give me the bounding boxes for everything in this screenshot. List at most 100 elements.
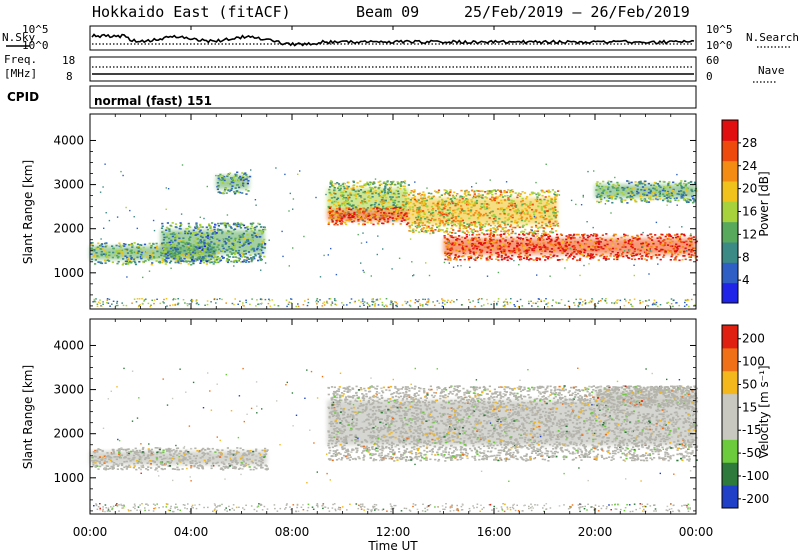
- noise-cell: [690, 240, 693, 243]
- echo-cell: [461, 230, 464, 233]
- noise-cell: [126, 249, 129, 251]
- echo-cell: [580, 248, 584, 251]
- echo-cell: [260, 245, 263, 247]
- echo-cell: [516, 225, 519, 227]
- echo-cell: [610, 196, 613, 198]
- echo-cell: [648, 197, 652, 200]
- echo-cell: [472, 213, 475, 216]
- echo-cell: [350, 187, 353, 190]
- echo-cell: [447, 204, 450, 206]
- noise-cell: [413, 274, 415, 276]
- echo-cell: [258, 223, 261, 226]
- echo-cell: [453, 244, 456, 246]
- echo-cell: [550, 199, 553, 202]
- echo-cell: [352, 220, 356, 222]
- echo-cell: [540, 209, 543, 211]
- ground-cell: [106, 299, 109, 301]
- echo-cell: [461, 209, 464, 211]
- echo-cell: [232, 454, 235, 456]
- echo-cell: [630, 198, 633, 201]
- echo-cell: [380, 183, 383, 186]
- echo-cell: [516, 236, 519, 239]
- echo-cell: [509, 195, 512, 198]
- noise-cell: [685, 194, 687, 196]
- echo-cell: [259, 259, 262, 261]
- echo-cell: [187, 244, 190, 247]
- echo-cell: [638, 183, 641, 185]
- ground-cell: [191, 299, 194, 302]
- ground-cell: [342, 304, 345, 306]
- echo-cell: [247, 261, 250, 263]
- echo-cell: [625, 255, 628, 257]
- echo-cell: [108, 254, 111, 257]
- echo-cell: [445, 222, 448, 224]
- echo-cell: [640, 256, 643, 258]
- echo-cell: [427, 218, 430, 221]
- echo-cell: [619, 248, 622, 251]
- echo-cell: [173, 457, 176, 460]
- echo-cell: [234, 187, 237, 189]
- echo-cell: [638, 253, 642, 255]
- echo-cell: [381, 214, 384, 216]
- echo-cell: [328, 210, 331, 213]
- echo-cell: [196, 228, 200, 230]
- echo-cell: [457, 201, 460, 204]
- noise-cell: [152, 219, 155, 222]
- echo-cell: [199, 457, 202, 459]
- echo-cell: [503, 222, 506, 224]
- echo-cell: [136, 460, 139, 462]
- echo-cell: [261, 232, 264, 234]
- echo-cell: [686, 192, 689, 195]
- echo-cell: [259, 254, 262, 257]
- echo-cell: [209, 225, 212, 228]
- echo-cell: [217, 464, 221, 467]
- echo-cell: [125, 468, 128, 470]
- echo-cell: [643, 189, 646, 192]
- echo-cell: [221, 181, 224, 184]
- echo-cell: [501, 221, 504, 223]
- echo-cell: [490, 199, 493, 202]
- echo-cell: [622, 189, 625, 191]
- freq-units-label: [MHz]: [4, 67, 37, 80]
- echo-cell: [514, 219, 517, 222]
- echo-cell: [95, 247, 98, 250]
- echo-cell: [520, 200, 523, 203]
- echo-cell: [622, 193, 625, 196]
- echo-cell: [104, 468, 107, 471]
- noise-cell: [441, 203, 443, 206]
- echo-cell: [173, 233, 176, 236]
- echo-cell: [446, 222, 449, 224]
- echo-cell: [453, 191, 456, 194]
- echo-cell: [631, 252, 634, 255]
- echo-cell: [523, 234, 526, 236]
- echo-cell: [488, 257, 491, 259]
- echo-cell: [264, 228, 267, 231]
- echo-cell: [458, 228, 461, 230]
- echo-cell: [332, 185, 335, 187]
- echo-cell: [207, 246, 210, 249]
- echo-cell: [467, 231, 470, 234]
- echo-cell: [172, 249, 175, 252]
- echo-cell: [525, 219, 528, 221]
- echo-cell: [236, 222, 239, 224]
- ground-cell: [139, 304, 141, 306]
- echo-cell: [631, 235, 634, 238]
- echo-cell: [639, 181, 642, 184]
- echo-cell: [567, 241, 570, 243]
- echo-cell: [103, 462, 106, 464]
- ground-cell: [503, 305, 506, 308]
- echo-cell: [481, 224, 484, 226]
- echo-cell: [94, 263, 97, 265]
- echo-cell: [188, 237, 191, 240]
- echo-cell: [232, 459, 235, 462]
- echo-cell: [103, 455, 106, 457]
- echo-cell: [475, 210, 478, 212]
- echo-cell: [687, 238, 691, 240]
- ground-cell: [93, 300, 96, 302]
- noise-cell: [443, 261, 446, 264]
- echo-cell: [221, 177, 224, 179]
- ground-cell: [509, 301, 512, 304]
- echo-cell: [233, 222, 236, 225]
- echo-cell: [219, 468, 222, 470]
- echo-cell: [667, 251, 671, 253]
